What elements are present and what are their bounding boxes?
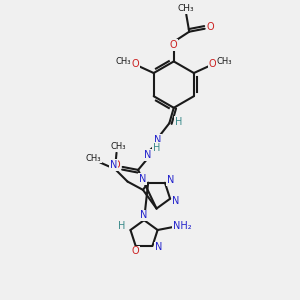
- Text: O: O: [113, 160, 121, 170]
- Text: N: N: [154, 135, 161, 145]
- Text: O: O: [170, 40, 178, 50]
- Text: NH₂: NH₂: [173, 220, 191, 230]
- Text: N: N: [140, 210, 147, 220]
- Text: CH₃: CH₃: [115, 57, 130, 66]
- Text: O: O: [131, 59, 139, 69]
- Text: N: N: [155, 242, 162, 252]
- Text: O: O: [208, 59, 216, 69]
- Text: N: N: [167, 175, 174, 185]
- Text: H: H: [118, 221, 126, 231]
- Text: O: O: [132, 246, 140, 256]
- Text: CH₃: CH₃: [110, 142, 126, 151]
- Text: N: N: [110, 160, 117, 170]
- Text: N: N: [144, 150, 152, 160]
- Text: O: O: [207, 22, 214, 32]
- Text: H: H: [153, 143, 160, 153]
- Text: H: H: [175, 117, 182, 127]
- Text: CH₃: CH₃: [178, 4, 195, 13]
- Text: N: N: [172, 196, 180, 206]
- Text: N: N: [139, 174, 146, 184]
- Text: CH₃: CH₃: [86, 154, 101, 163]
- Text: CH₃: CH₃: [217, 57, 232, 66]
